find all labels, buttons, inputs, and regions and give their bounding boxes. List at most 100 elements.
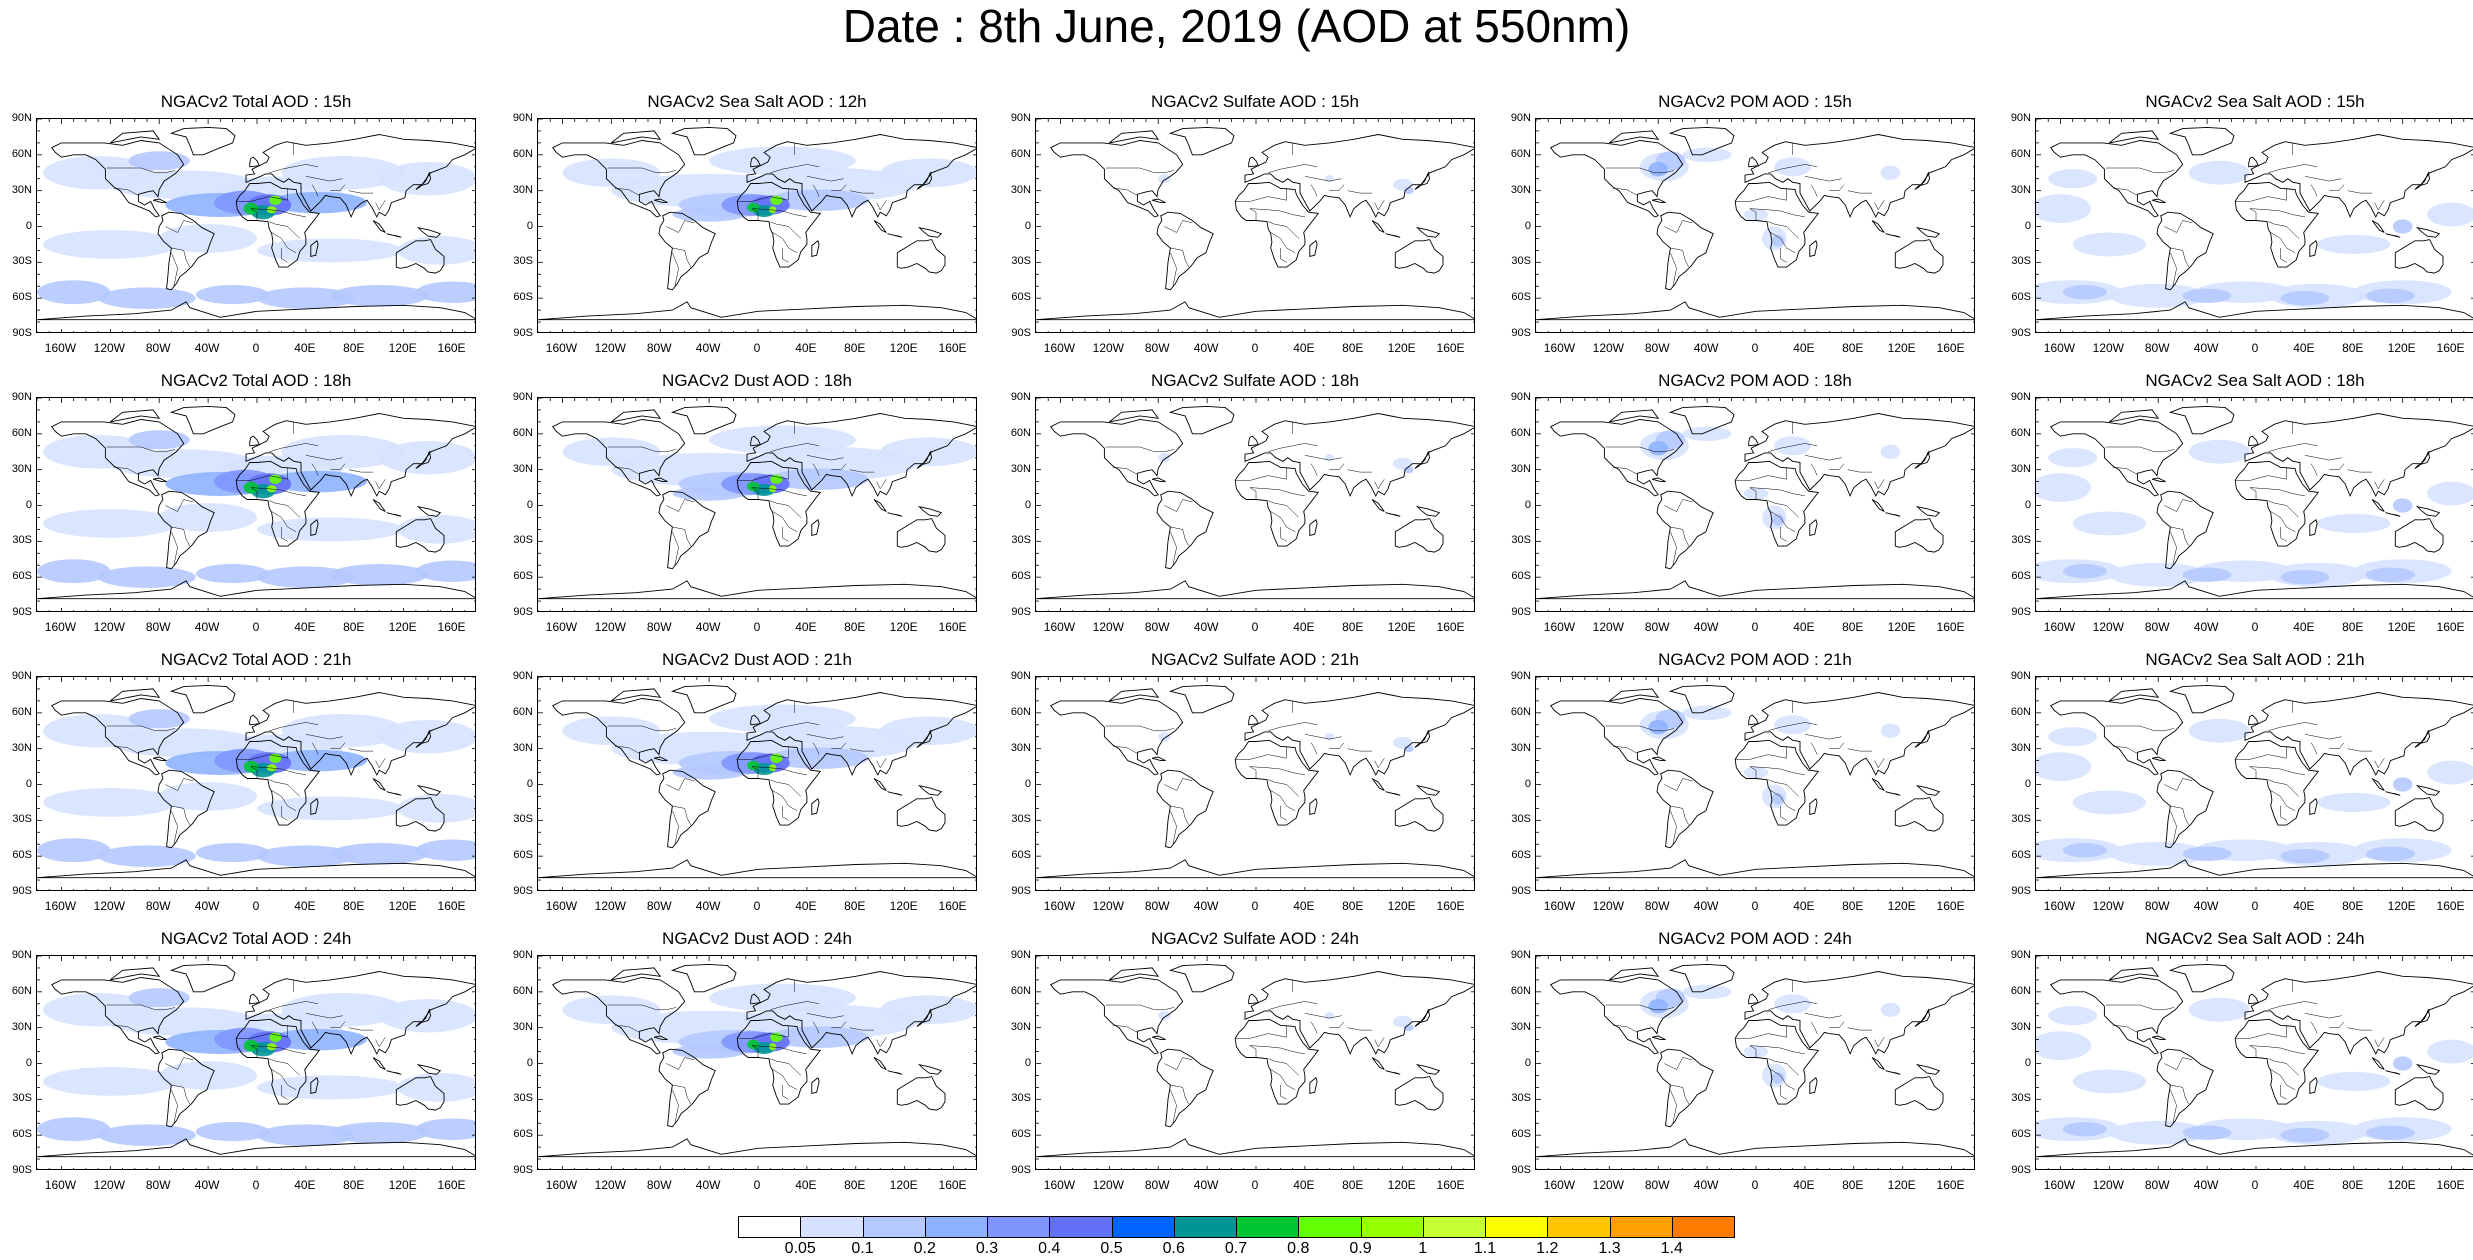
coastline [1050,698,1184,776]
longitude-label: 160W [545,620,578,634]
colorbar-tick-label: 0.2 [913,1240,936,1257]
aod-contour [281,156,404,190]
aod-contour [379,720,475,754]
aod-contour [281,435,404,469]
coastline [245,413,475,498]
country-border [375,758,386,769]
colorbar-segment [1422,1216,1486,1238]
country-border [1810,1021,1818,1034]
coastline [1656,769,1714,849]
latitude-label: 0 [526,498,533,511]
aod-contour [2366,1125,2415,1140]
aod-contour [159,503,257,532]
latitude-label: 0 [1024,498,1031,511]
longitude-label: 80E [2342,341,2364,355]
aod-contour [243,481,259,494]
latitude-label: 0 [1524,777,1531,790]
country-border [1304,176,1342,182]
country-border [1847,748,1873,752]
country-border [1829,463,1845,470]
latitude-label: 30S [12,813,32,826]
coastline [1385,1070,1401,1075]
coastline [736,181,822,268]
longitude-label: 40W [695,899,721,913]
colorbar-tick-label: 0.1 [851,1240,874,1257]
country-border [1768,500,1799,518]
country-border [2249,1045,2305,1055]
coastline [51,977,185,1055]
country-border [770,722,820,732]
latitude-label: 60S [1511,849,1531,862]
latitude-label: 90N [2010,949,2031,961]
aod-contour [2109,841,2208,866]
coastline [653,756,668,762]
latitude-label: 30N [11,462,32,475]
coastline [1734,1018,1820,1105]
country-border [1329,742,1345,749]
country-border [330,184,346,191]
country-border [1768,779,1799,797]
country-border [113,1025,139,1033]
latitude-label: 0 [1524,1056,1531,1069]
aod-contour [257,517,404,542]
coastline [736,1018,822,1105]
longitude-label: 160E [1436,341,1465,355]
latitude-label: 60S [513,570,533,583]
latitude-label: 30S [1011,1092,1031,1105]
coastline [1234,739,1320,826]
coastline [2050,419,2184,497]
longitude-label: 160E [2436,341,2465,355]
coastline [310,519,319,536]
colorbar-segment [1236,1216,1300,1238]
colorbar-tick-label: 1 [1418,1240,1428,1257]
aod-contour [2427,1039,2473,1064]
longitude-label: 80E [1342,899,1364,913]
coastline [736,739,822,826]
coastline [746,692,976,777]
coastline [395,1076,445,1111]
aod-map [2036,956,2473,1169]
latitude-label: 60S [1511,291,1531,304]
country-border [2235,1025,2287,1039]
country-border [236,467,288,481]
longitude-label: 160W [2043,620,2076,634]
aod-contour [2392,498,2413,513]
coastline [1050,419,1184,497]
aod-contour [880,995,976,1025]
map-panel: NGACv2 Sulfate AOD : 18h 90N 60N 30N 0 30S 60S… [1011,371,1475,642]
latitude-label: 30N [11,183,32,196]
country-border [2268,722,2318,732]
coastline [1415,505,1441,517]
longitude-label: 40W [1693,1178,1719,1192]
map-frame [1035,676,1475,891]
country-border [1268,1058,1299,1076]
longitude-label: 160W [44,620,77,634]
country-border [250,487,258,500]
country-border [171,526,191,547]
coastline [2151,756,2166,762]
colorbar-segment [800,1216,864,1238]
latitude-label: 60N [512,984,533,997]
country-border [2105,1004,2175,1011]
coastline [1168,963,1235,993]
country-border [1268,779,1299,797]
country-border [375,479,386,490]
country-border [1829,184,1845,191]
coastline [896,518,946,553]
country-border [1749,208,1805,218]
latitude-label: 60S [1011,570,1031,583]
coastline [1309,240,1318,257]
colorbar [738,1216,1735,1238]
longitude-label: 120W [1592,1178,1624,1192]
country-border [1268,221,1299,239]
country-border [2329,463,2345,470]
coastline [2036,859,2473,879]
country-border [2105,446,2175,453]
country-border [2374,479,2385,490]
country-border [772,1069,798,1091]
coastline [235,181,321,268]
latitude-label: 90N [11,391,32,403]
longitude-label: 160W [545,899,578,913]
aod-contour [257,1124,355,1146]
colorbar-segment [1049,1216,1113,1238]
